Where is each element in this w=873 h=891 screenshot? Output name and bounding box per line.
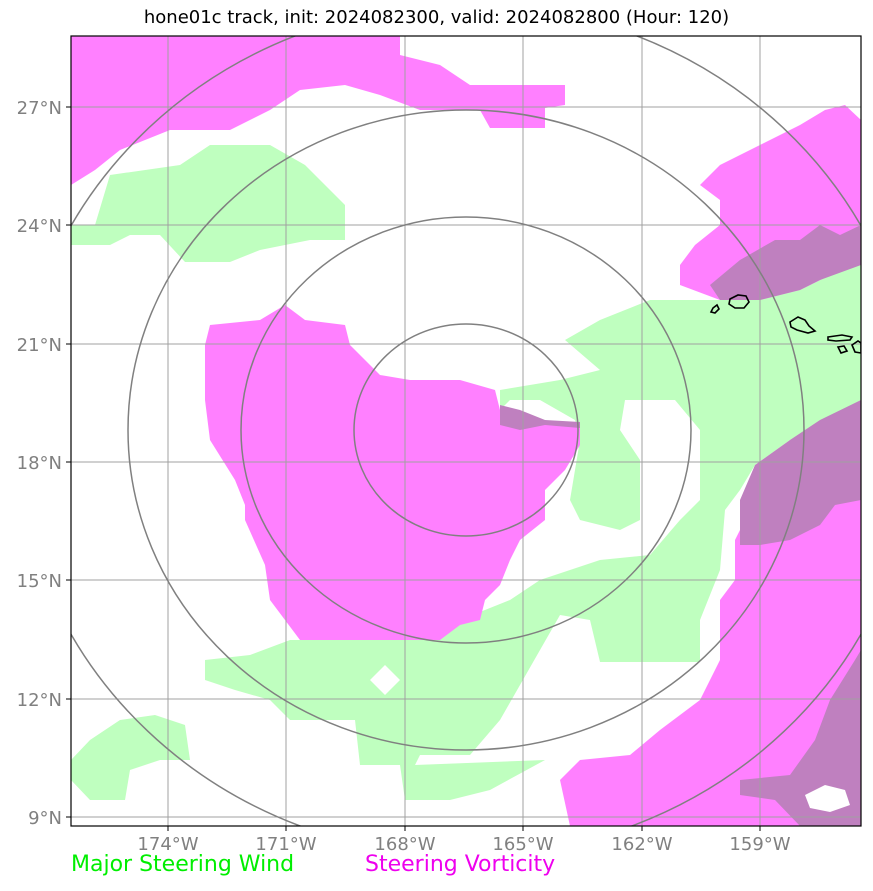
lat-tick-label: 21°N [17,335,62,356]
legend-steering-wind: Major Steering Wind [71,852,295,877]
lat-tick-label: 27°N [17,98,62,119]
white-gaps [370,665,850,812]
wind-region-southwest [71,715,190,800]
latitude-ticks [66,106,71,818]
lat-tick-label: 12°N [17,690,62,711]
wind-region-north [71,145,345,262]
lon-tick-label: 174°W [137,834,198,855]
lon-tick-label: 165°W [492,834,553,855]
steering-wind-regions [71,145,861,800]
lat-tick-label: 15°N [17,571,62,592]
lat-tick-label: 18°N [17,453,62,474]
island-oahu [789,316,817,334]
lon-tick-label: 168°W [374,834,435,855]
range-rings [71,36,861,826]
legend-steering-vorticity: Steering Vorticity [365,852,556,877]
range-ring-3 [127,109,805,751]
overlap-region-northeast [710,225,861,300]
range-ring-1 [353,323,579,537]
vorticity-region-northwest [71,36,565,185]
coastlines [709,294,861,354]
lat-tick-label: 24°N [17,216,62,237]
overlap-region-southeast [740,650,861,826]
lon-tick-label: 159°W [729,834,790,855]
longitude-ticks [167,826,761,831]
range-ring-2 [240,216,692,644]
island-lanai [836,345,849,354]
island-maui [851,340,861,354]
latitude-tick-labels: 9°N 12°N 15°N 18°N 21°N 24°N 27°N [17,98,62,829]
longitude-tick-labels: 174°W 171°W 168°W 165°W 162°W 159°W [137,834,790,855]
island-niihau [709,303,720,314]
overlap-region-central [500,405,580,430]
vorticity-region-central [205,305,580,640]
wind-region-east [205,260,861,800]
island-kauai [728,294,750,309]
map-title: hone01c track, init: 2024082300, valid: … [143,7,730,28]
lat-tick-label: 9°N [28,808,62,829]
lon-tick-label: 162°W [611,834,672,855]
map-plot-area [71,36,861,826]
lon-tick-label: 171°W [255,834,316,855]
gridlines [71,36,861,826]
island-molokai [827,334,854,342]
map-frame [70,35,862,827]
